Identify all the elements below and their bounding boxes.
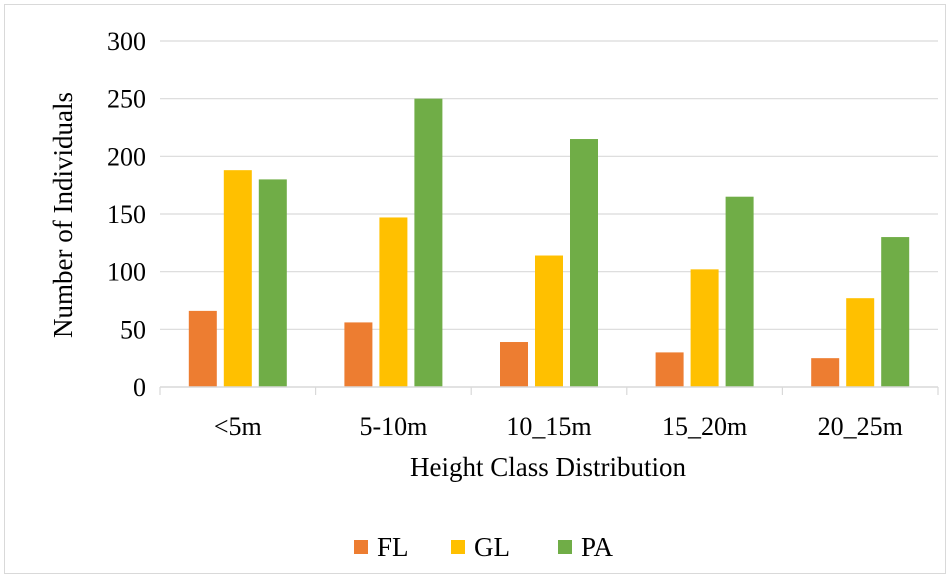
y-tick-label: 300 (107, 27, 146, 56)
x-tick-label: 5-10m (359, 412, 427, 441)
x-tick-label: 10_15m (506, 412, 591, 441)
bar-pa (725, 196, 754, 387)
y-tick-label: 0 (133, 373, 146, 402)
bar-gl (379, 217, 408, 387)
bar-gl (846, 298, 875, 387)
bar-pa (881, 237, 910, 387)
y-tick-label: 150 (107, 200, 146, 229)
legend-swatch-pa (558, 540, 572, 554)
x-axis-title: Height Class Distribution (410, 452, 686, 482)
gridlines (160, 40, 938, 330)
bar-gl (690, 269, 719, 387)
legend-swatch-fl (354, 540, 368, 554)
bar-fl (811, 358, 840, 387)
bar-fl (500, 342, 528, 387)
bar-gl (535, 255, 563, 387)
bar-fl (655, 352, 684, 387)
y-tick-label: 250 (107, 85, 146, 114)
bar-fl (188, 310, 217, 387)
y-tick-label: 50 (120, 315, 146, 344)
legend-label-pa: PA (581, 532, 614, 562)
y-axis-title: Number of Individuals (48, 92, 78, 338)
x-tick-label: <5m (214, 412, 262, 441)
bar-pa (414, 98, 443, 388)
bar-gl (223, 170, 252, 387)
legend-swatch-gl (451, 540, 465, 554)
legend-label-fl: FL (377, 532, 409, 562)
bar-pa (258, 179, 287, 387)
x-tick-label: 15_20m (662, 412, 747, 441)
y-tick-label: 100 (107, 258, 146, 287)
legend: FL GL PA (354, 532, 614, 562)
y-tick-labels: 0 50 100 150 200 250 300 (107, 27, 146, 402)
bars (188, 98, 910, 388)
bar-fl (344, 322, 373, 387)
x-tick-label: 20_25m (818, 412, 903, 441)
legend-label-gl: GL (474, 532, 510, 562)
x-tick-labels: <5m 5-10m 10_15m 15_20m 20_25m (159, 387, 939, 441)
y-tick-label: 200 (107, 142, 146, 171)
bar-pa (570, 139, 598, 387)
